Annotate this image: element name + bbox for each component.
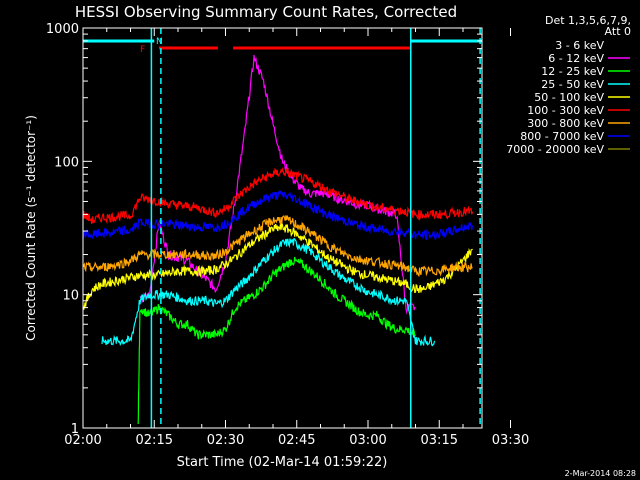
x-tick-label: 03:30 <box>492 433 529 448</box>
legend-entry: 25 - 50 keV <box>541 78 604 91</box>
legend-entry: 7000 - 20000 keV <box>506 143 604 156</box>
series-line <box>83 167 474 225</box>
series-line <box>137 256 416 425</box>
legend-entry: 6 - 12 keV <box>548 52 604 65</box>
chart-title: HESSI Observing Summary Count Rates, Cor… <box>75 3 457 21</box>
x-tick-label: 02:30 <box>207 433 244 448</box>
legend-entry: 3 - 6 keV <box>555 39 604 52</box>
legend-entry: 50 - 100 keV <box>534 91 604 104</box>
flags-layer: FN <box>83 37 482 55</box>
x-tick-label: 02:45 <box>278 433 315 448</box>
legend-header: Att 0 <box>605 25 631 38</box>
night-boundaries <box>150 28 481 428</box>
y-axis: 1 10 100 1000 <box>46 22 482 437</box>
y-tick-label: 10 <box>62 289 79 304</box>
x-tick-label: 03:00 <box>349 433 386 448</box>
x-tick-label: 02:15 <box>136 433 173 448</box>
legend-header: Det 1,3,5,6,7,9, <box>545 14 631 27</box>
y-tick-label: 1000 <box>46 22 79 37</box>
legend-entry: 300 - 800 keV <box>527 117 604 130</box>
x-tick-label: 03:15 <box>421 433 458 448</box>
plot-frame <box>82 27 483 429</box>
x-axis-label: Start Time (02-Mar-14 01:59:22) <box>177 455 388 470</box>
y-tick-label: 100 <box>54 155 79 170</box>
legend-entry: 800 - 7000 keV <box>520 130 604 143</box>
x-tick-label: 02:00 <box>64 433 101 448</box>
x-axis: 02:00 02:15 02:30 02:45 03:00 03:15 03:30 <box>64 28 529 448</box>
series-line <box>101 237 436 347</box>
legend-entry: 12 - 25 keV <box>541 65 604 78</box>
y-tick-label: 1 <box>71 422 79 437</box>
series-line <box>83 214 473 278</box>
footer-timestamp: 2-Mar-2014 08:28 <box>565 469 636 478</box>
flag-label-F: F <box>140 45 145 55</box>
series-line <box>83 222 473 310</box>
series-layer <box>83 54 474 425</box>
y-axis-label: Corrected Count Rate (s⁻¹ detector⁻¹) <box>24 115 38 341</box>
flag-label-N: N <box>156 37 163 47</box>
legend-entry: 100 - 300 keV <box>527 104 604 117</box>
series-line <box>83 189 474 241</box>
series-line <box>139 70 417 328</box>
